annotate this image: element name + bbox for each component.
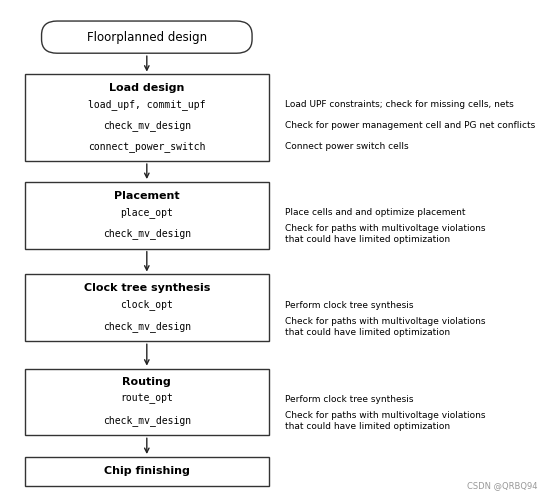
Text: check_mv_design: check_mv_design bbox=[102, 229, 191, 240]
Text: Place cells and and optimize placement: Place cells and and optimize placement bbox=[285, 208, 466, 217]
Text: Clock tree synthesis: Clock tree synthesis bbox=[84, 283, 210, 294]
Text: Placement: Placement bbox=[114, 191, 179, 201]
Text: clock_opt: clock_opt bbox=[120, 299, 173, 310]
Text: CSDN @QRBQ94: CSDN @QRBQ94 bbox=[467, 481, 537, 490]
Text: Routing: Routing bbox=[122, 377, 171, 388]
Text: Perform clock tree synthesis: Perform clock tree synthesis bbox=[285, 300, 414, 309]
Text: Check for paths with multivoltage violations
that could have limited optimizatio: Check for paths with multivoltage violat… bbox=[285, 316, 486, 337]
Text: check_mv_design: check_mv_design bbox=[102, 415, 191, 426]
Text: check_mv_design: check_mv_design bbox=[102, 120, 191, 131]
Text: Perform clock tree synthesis: Perform clock tree synthesis bbox=[285, 395, 414, 403]
Text: route_opt: route_opt bbox=[120, 394, 173, 404]
Bar bbox=[25, 274, 269, 342]
Text: place_opt: place_opt bbox=[120, 207, 173, 218]
Text: Chip finishing: Chip finishing bbox=[104, 466, 190, 476]
Text: Floorplanned design: Floorplanned design bbox=[87, 31, 207, 44]
Text: connect_power_switch: connect_power_switch bbox=[88, 141, 206, 152]
Text: Check for paths with multivoltage violations
that could have limited optimizatio: Check for paths with multivoltage violat… bbox=[285, 410, 486, 431]
FancyBboxPatch shape bbox=[42, 21, 252, 53]
Text: check_mv_design: check_mv_design bbox=[102, 321, 191, 332]
Text: Load UPF constraints; check for missing cells, nets: Load UPF constraints; check for missing … bbox=[285, 100, 514, 109]
Text: load_upf, commit_upf: load_upf, commit_upf bbox=[88, 99, 206, 110]
Text: Check for power management cell and PG net conflicts: Check for power management cell and PG n… bbox=[285, 121, 536, 130]
Text: Check for paths with multivoltage violations
that could have limited optimizatio: Check for paths with multivoltage violat… bbox=[285, 224, 486, 244]
Bar bbox=[25, 368, 269, 436]
Text: Load design: Load design bbox=[109, 83, 184, 94]
Text: Connect power switch cells: Connect power switch cells bbox=[285, 142, 409, 151]
Bar bbox=[25, 182, 269, 249]
Bar bbox=[25, 75, 269, 161]
Bar bbox=[25, 457, 269, 486]
